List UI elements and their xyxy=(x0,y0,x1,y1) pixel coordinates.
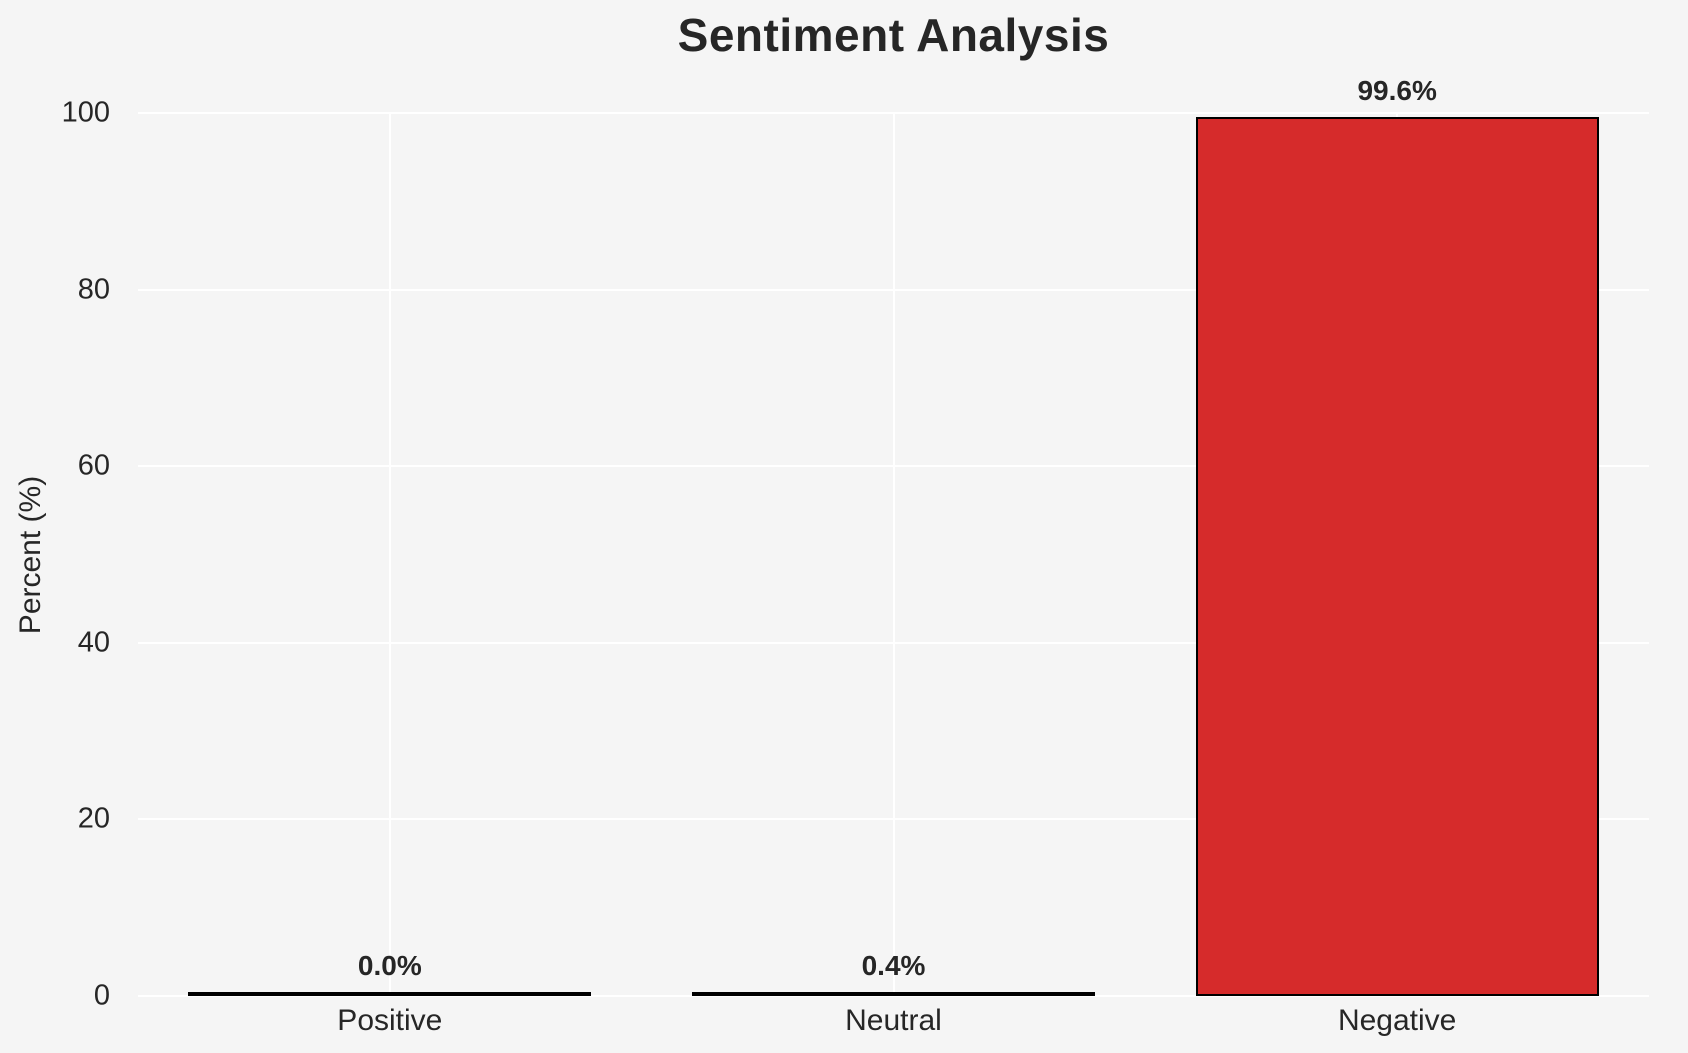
y-tick-label-60: 60 xyxy=(77,449,110,482)
value-label-neutral: 0.4% xyxy=(861,950,926,981)
y-tick-label-20: 20 xyxy=(77,802,110,835)
y-tick-label-80: 80 xyxy=(77,273,110,306)
bar-negative xyxy=(1195,116,1599,996)
value-label-positive: 0.0% xyxy=(357,950,422,981)
gridline-x-positive xyxy=(388,113,391,996)
bar-positive xyxy=(188,992,592,996)
gridline-y-0 xyxy=(138,995,1649,997)
y-tick-label-0: 0 xyxy=(93,979,110,1012)
x-tick-label-negative: Negative xyxy=(1337,1004,1457,1037)
x-tick-label-neutral: Neutral xyxy=(845,1004,942,1037)
plot-area: 0.0% Positive 0.4% Neutral 99.6% Negative xyxy=(138,75,1649,1037)
bar-neutral xyxy=(692,992,1095,996)
y-tick-label-100: 100 xyxy=(61,96,110,129)
value-label-negative: 99.6% xyxy=(1357,74,1437,106)
y-axis-label: Percent (%) xyxy=(14,475,48,634)
x-tick-label-positive: Positive xyxy=(337,1004,443,1037)
gridline-x-neutral xyxy=(892,113,895,996)
chart-title: Sentiment Analysis xyxy=(677,9,1110,61)
y-axis-label-wrap: Percent (%) xyxy=(0,113,62,996)
y-tick-label-40: 40 xyxy=(77,626,110,659)
